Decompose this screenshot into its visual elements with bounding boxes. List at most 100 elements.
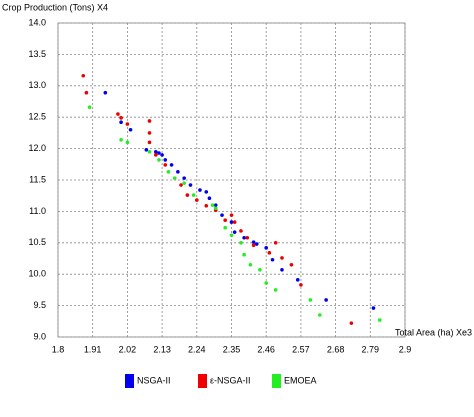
point <box>160 153 164 157</box>
y-tick-label: 11.0 <box>29 206 46 216</box>
point <box>242 252 246 257</box>
point <box>204 190 209 194</box>
point <box>207 196 212 201</box>
point <box>280 268 284 272</box>
point <box>213 203 218 207</box>
point <box>371 306 376 310</box>
point <box>125 140 130 145</box>
point <box>245 235 250 240</box>
point <box>103 90 108 95</box>
point <box>213 206 218 211</box>
y-tick-label: 13.0 <box>28 80 46 90</box>
point <box>191 193 196 197</box>
point <box>264 281 269 285</box>
point <box>172 176 177 180</box>
y-tick-label: 10.5 <box>28 237 46 247</box>
x-tick-label: 1.91 <box>84 344 102 354</box>
point <box>153 153 158 157</box>
legend-swatch <box>198 374 207 388</box>
point <box>144 148 149 152</box>
point <box>204 203 209 208</box>
point <box>349 321 354 325</box>
point <box>229 233 234 238</box>
y-tick-label: 13.5 <box>28 49 46 59</box>
point <box>147 140 152 145</box>
point <box>182 176 186 180</box>
point <box>119 138 123 142</box>
point <box>185 193 190 197</box>
x-tick-label: 2.24 <box>188 344 206 354</box>
point <box>223 225 227 230</box>
point <box>182 181 186 185</box>
y-tick-label: 9.5 <box>33 300 46 310</box>
point <box>251 243 256 248</box>
point <box>232 230 237 234</box>
point <box>81 73 86 78</box>
point <box>188 183 193 187</box>
point <box>232 220 237 224</box>
legend-swatch <box>272 374 281 388</box>
point <box>258 268 262 272</box>
point <box>210 203 215 207</box>
point <box>251 240 256 244</box>
point <box>119 120 123 125</box>
y-tick-label: 11.5 <box>29 174 46 184</box>
point <box>166 170 171 174</box>
point <box>157 151 161 155</box>
point <box>84 90 89 95</box>
point <box>87 105 92 109</box>
legend-swatch <box>125 374 134 388</box>
point <box>176 170 180 174</box>
point <box>270 257 275 262</box>
point <box>163 158 168 162</box>
point <box>280 256 284 260</box>
point <box>377 318 382 322</box>
point <box>267 251 272 255</box>
x-tick-label: 2.68 <box>327 344 345 354</box>
point <box>273 288 278 292</box>
point <box>289 262 294 267</box>
point <box>223 218 227 222</box>
point <box>153 149 158 154</box>
point <box>229 220 234 224</box>
x-tick-label: 2.13 <box>153 344 171 354</box>
y-tick-label: 10.0 <box>28 269 46 279</box>
point <box>163 163 168 167</box>
x-tick-label: 1.8 <box>52 344 65 354</box>
point <box>116 112 120 116</box>
point <box>324 298 328 302</box>
point <box>318 313 322 317</box>
point <box>299 283 303 287</box>
x-tick-label: 2.46 <box>257 344 275 354</box>
legend-label: NSGA-II <box>137 375 171 385</box>
point <box>239 229 243 233</box>
point <box>157 158 161 162</box>
point <box>147 131 152 135</box>
x-tick-label: 2.9 <box>399 344 412 354</box>
point <box>239 241 243 245</box>
x-tick-label: 2.57 <box>292 344 310 354</box>
point <box>128 127 133 132</box>
y-tick-label: 12.5 <box>28 112 46 122</box>
point <box>179 183 183 187</box>
y-tick-label: 12.0 <box>28 143 46 153</box>
point <box>147 119 152 123</box>
y-tick-label: 14.0 <box>28 17 46 27</box>
point <box>147 149 152 154</box>
point <box>295 278 300 282</box>
point <box>169 163 174 167</box>
point <box>198 188 202 192</box>
point <box>195 198 199 202</box>
x-tick-label: 2.02 <box>119 344 137 354</box>
point <box>220 213 224 217</box>
x-tick-label: 2.79 <box>362 344 380 354</box>
legend-label: ε-NSGA-II <box>210 375 251 385</box>
legend-label: EMOEA <box>284 375 317 385</box>
y-tick-label: 9.0 <box>33 331 46 341</box>
point <box>248 262 253 267</box>
point <box>242 235 246 240</box>
chart-title: Crop Production (Tons) X4 <box>2 2 108 12</box>
point <box>125 122 130 126</box>
x-axis-label: Total Area (ha) Xe3 <box>395 327 472 337</box>
